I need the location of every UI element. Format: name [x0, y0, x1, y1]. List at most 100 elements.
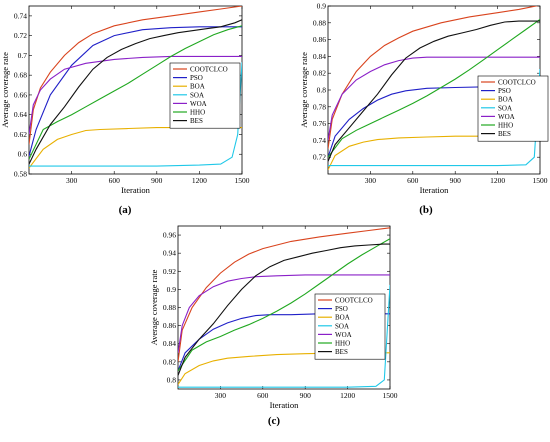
- y-tick-label: 0.82: [313, 69, 326, 78]
- y-tick-label: 0.62: [14, 130, 27, 139]
- y-tick-label: 0.8: [317, 86, 327, 95]
- y-tick-label: 0.86: [163, 321, 176, 330]
- x-tick-label: 300: [66, 176, 78, 185]
- y-tick-label: 0.8: [167, 375, 177, 384]
- series-line-bes: [328, 20, 540, 162]
- panel-label: (a): [119, 204, 132, 216]
- plot-frame: [28, 5, 243, 175]
- series-line-soa: [178, 284, 390, 388]
- series-line-soa: [29, 62, 242, 167]
- legend-label: SOA: [190, 91, 204, 99]
- y-tick-label: 0.84: [163, 339, 176, 348]
- series-line-woa: [178, 274, 390, 353]
- y-tick-label: 0.92: [163, 267, 176, 276]
- chart-panel-1: 300 600 900 1200 1500 0.58 0.6 0.62 0.64 0.66 0.68…: [0, 5, 250, 216]
- y-axis-label: Average coverage rate: [0, 52, 10, 128]
- legend-label: WOA: [498, 113, 515, 121]
- y-tick-label: 0.94: [163, 249, 176, 258]
- y-tick-label: 0.76: [313, 119, 326, 128]
- x-tick-label: 600: [407, 176, 419, 185]
- series-line-soa: [328, 68, 540, 167]
- series-line-cootclco: [29, 6, 242, 145]
- legend-label: BOA: [335, 314, 350, 322]
- legend-label: PSO: [335, 305, 348, 313]
- legend-label: BES: [498, 130, 511, 138]
- y-tick-label: 0.66: [14, 90, 27, 99]
- legend-label: PSO: [190, 74, 203, 82]
- x-tick-label: 1200: [490, 176, 505, 185]
- y-tick-label: 0.68: [14, 71, 27, 80]
- legend-label: BOA: [498, 96, 513, 104]
- x-tick-label: 600: [109, 176, 121, 185]
- series-line-bes: [178, 243, 390, 376]
- series-line-boa: [328, 135, 540, 171]
- x-tick-label: 1500: [235, 176, 250, 185]
- x-tick-label: 900: [151, 176, 163, 185]
- series-line-hho: [178, 238, 390, 372]
- y-tick-label: 0.7: [18, 51, 28, 60]
- y-tick-label: 0.86: [313, 35, 326, 44]
- y-tick-label: 0.58: [14, 170, 27, 179]
- legend-label: BES: [190, 117, 203, 125]
- y-tick-label: 0.84: [313, 52, 326, 61]
- y-tick-label: 0.74: [313, 136, 326, 145]
- legend-label: SOA: [498, 104, 512, 112]
- chart-panel-3: 300 600 900 1200 1500 0.8 0.82 0.84 0.86 0.88 0.9 0…: [149, 225, 398, 427]
- chart-panel-2: 300 600 900 1200 1500 0.72 0.74 0.76 0.78 0.8 0.82…: [299, 2, 549, 216]
- y-tick-label: 0.72: [14, 31, 27, 40]
- series-line-woa: [328, 56, 540, 141]
- y-axis-label: Average coverage rate: [149, 269, 159, 345]
- y-tick-label: 0.72: [313, 153, 326, 162]
- legend-box: [169, 62, 241, 129]
- legend-label: HHO: [498, 122, 513, 130]
- legend-box: [314, 293, 386, 360]
- legend-label: COOTCLCO: [335, 297, 373, 305]
- panel-label: (c): [268, 415, 281, 427]
- y-tick-label: 0.78: [313, 102, 326, 111]
- series-line-woa: [29, 55, 242, 135]
- series-line-pso: [29, 26, 242, 157]
- y-tick-label: 0.9: [317, 2, 327, 11]
- series-line-pso: [328, 86, 540, 158]
- legend-label: SOA: [335, 322, 349, 330]
- legend-label: COOTCLCO: [190, 66, 228, 74]
- y-tick-label: 0.9: [167, 285, 177, 294]
- x-tick-label: 1500: [383, 391, 398, 400]
- y-tick-label: 0.6: [18, 150, 28, 159]
- legend-box: [477, 75, 549, 142]
- x-tick-label: 900: [450, 176, 462, 185]
- x-tick-label: 600: [257, 391, 269, 400]
- y-tick-label: 0.96: [163, 231, 176, 240]
- y-tick-label: 0.82: [163, 357, 176, 366]
- legend-label: HHO: [335, 340, 350, 348]
- x-tick-label: 300: [215, 391, 227, 400]
- series-line-bes: [29, 19, 242, 165]
- x-tick-label: 1200: [340, 391, 355, 400]
- legend-label: COOTCLCO: [498, 79, 536, 87]
- x-axis-label: Iteration: [270, 400, 300, 410]
- legend-label: WOA: [335, 331, 352, 339]
- x-axis-label: Iteration: [420, 185, 450, 195]
- x-tick-label: 900: [300, 391, 312, 400]
- legend-label: WOA: [190, 100, 207, 108]
- y-tick-label: 0.88: [163, 303, 176, 312]
- x-tick-label: 300: [365, 176, 377, 185]
- legend-label: PSO: [498, 87, 511, 95]
- legend-label: HHO: [190, 109, 205, 117]
- x-tick-label: 1200: [192, 176, 207, 185]
- series-line-hho: [29, 25, 242, 160]
- y-tick-label: 0.88: [313, 18, 326, 27]
- x-axis-label: Iteration: [121, 185, 151, 195]
- panel-label: (b): [419, 204, 433, 216]
- series-line-boa: [29, 127, 242, 169]
- x-tick-label: 1500: [533, 176, 548, 185]
- series-line-hho: [328, 18, 540, 158]
- y-tick-label: 0.64: [14, 110, 27, 119]
- legend-label: BOA: [190, 83, 205, 91]
- series-line-cootclco: [178, 227, 390, 362]
- y-tick-label: 0.74: [14, 11, 27, 20]
